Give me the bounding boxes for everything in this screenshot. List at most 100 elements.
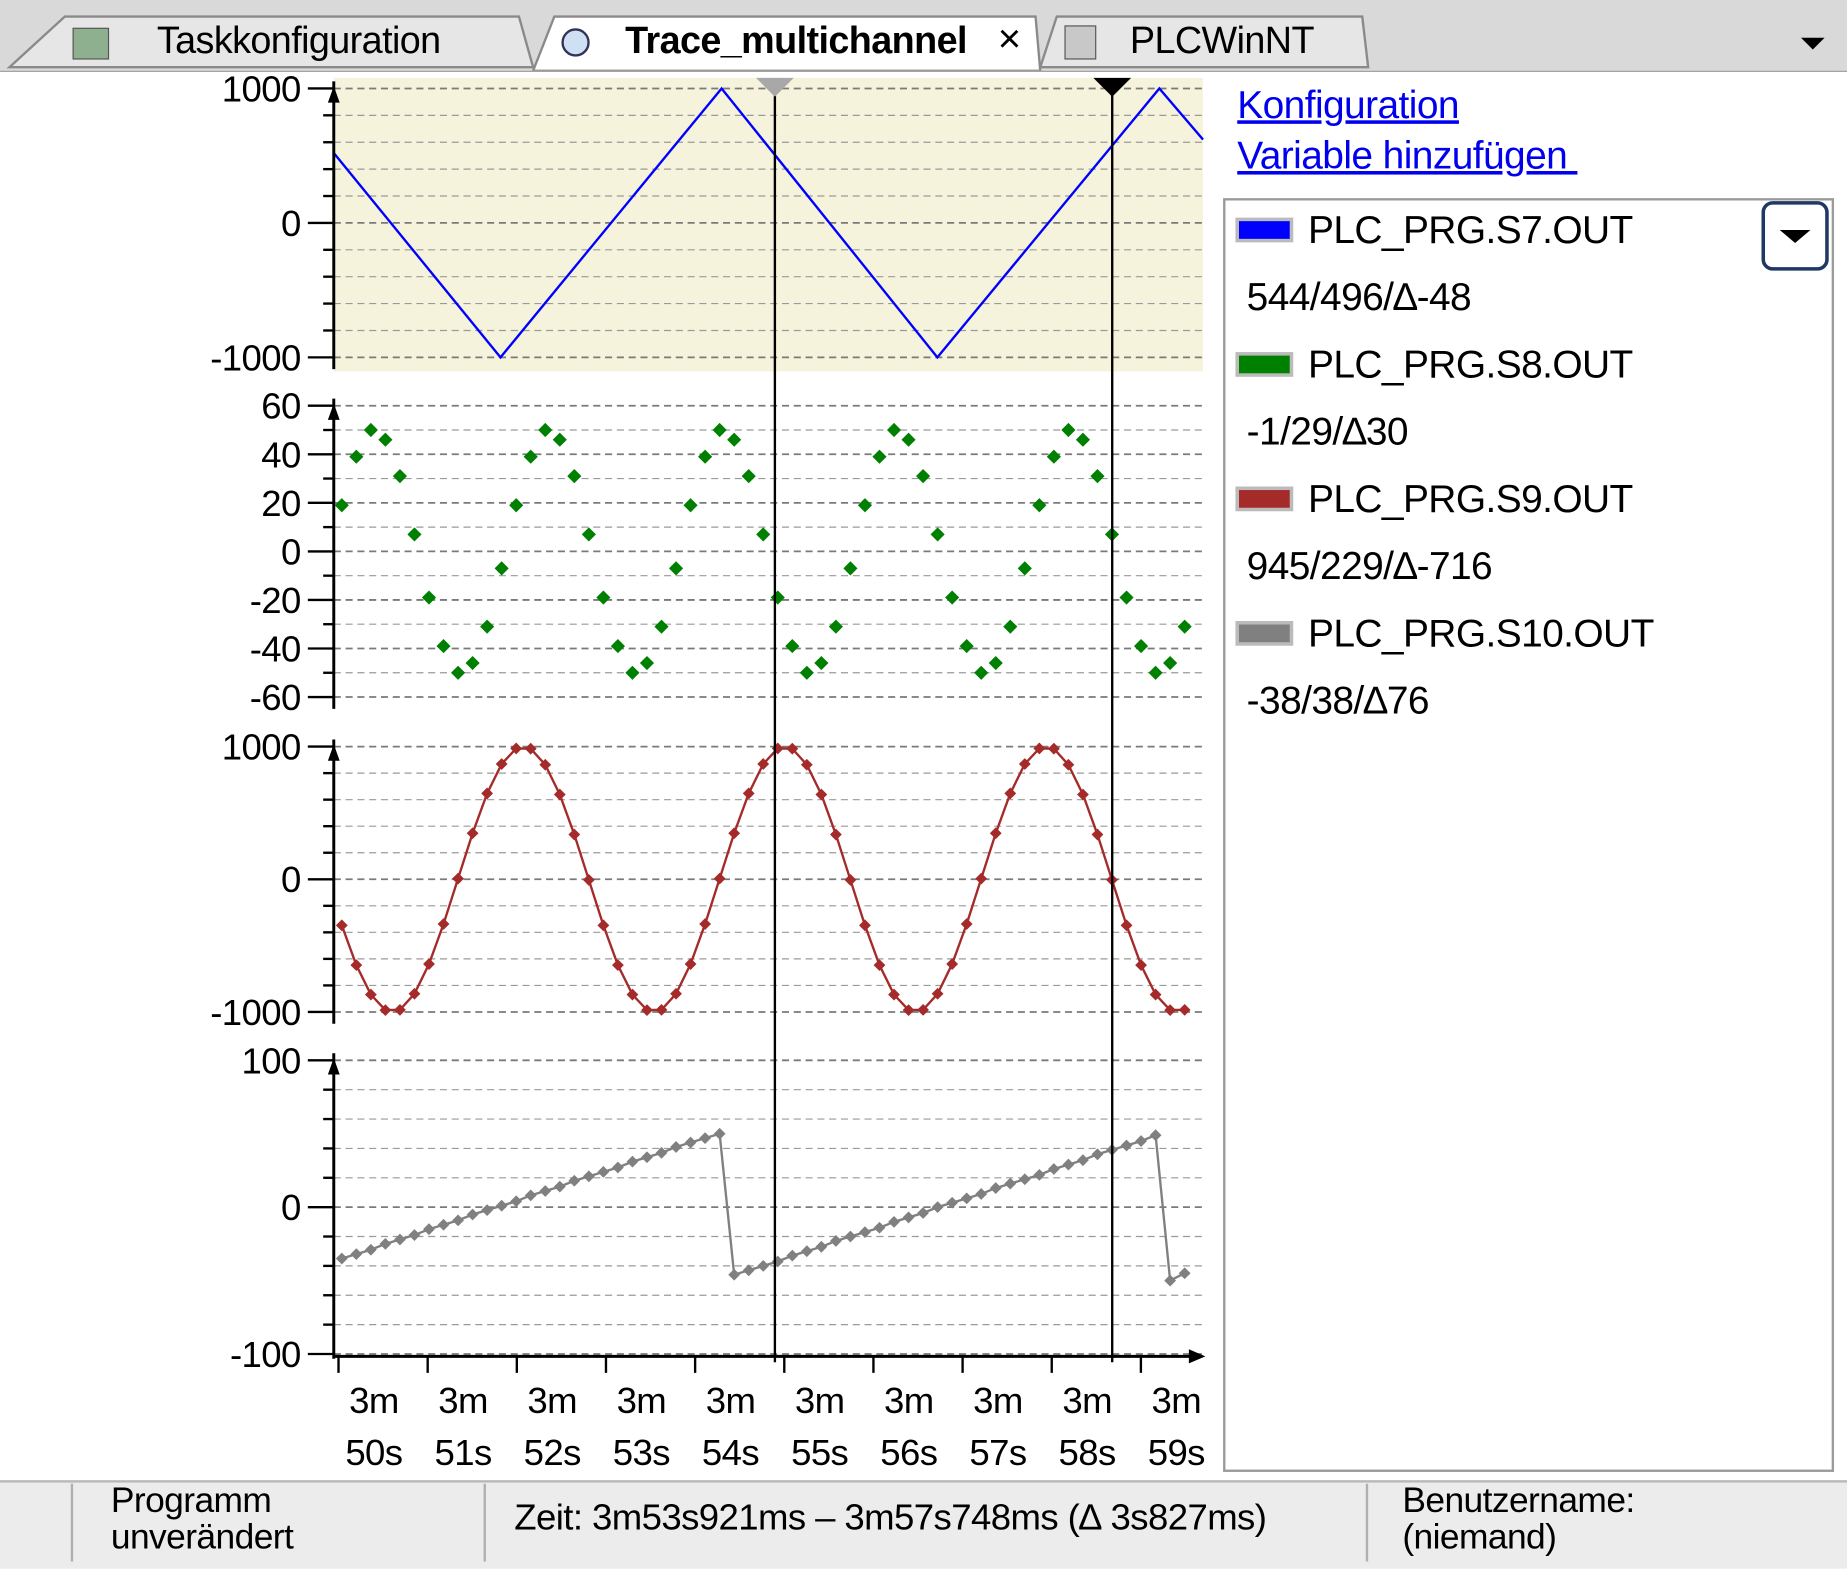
tab-shape bbox=[1038, 15, 1370, 69]
data-point bbox=[1178, 1267, 1191, 1280]
data-point bbox=[452, 1214, 464, 1227]
data-point bbox=[800, 758, 813, 771]
data-point bbox=[379, 1237, 392, 1250]
data-point bbox=[568, 1174, 581, 1187]
data-point bbox=[1119, 590, 1134, 605]
data-point bbox=[1018, 758, 1031, 770]
tab-shape bbox=[531, 15, 1042, 71]
data-point bbox=[742, 787, 755, 800]
data-point bbox=[480, 619, 495, 634]
data-point bbox=[436, 638, 451, 654]
tab[interactable]: Trace_multichannel bbox=[625, 18, 967, 62]
data-point bbox=[917, 1003, 929, 1016]
legend-swatch bbox=[1235, 486, 1294, 512]
y-tick-label: 0 bbox=[281, 859, 301, 900]
data-point bbox=[553, 788, 566, 801]
tab-dropdown[interactable] bbox=[1801, 37, 1825, 50]
tab-icon bbox=[1064, 25, 1097, 60]
data-point bbox=[741, 469, 756, 484]
data-point bbox=[408, 987, 421, 1000]
data-point bbox=[524, 1189, 537, 1202]
data-point bbox=[872, 449, 887, 464]
data-point bbox=[335, 919, 348, 932]
data-point bbox=[1075, 432, 1091, 447]
data-point bbox=[509, 498, 524, 513]
y-tick-label: 0 bbox=[281, 531, 301, 572]
data-point bbox=[974, 665, 989, 680]
status-user: Benutzername: (niemand) bbox=[1402, 1481, 1635, 1557]
data-point bbox=[553, 1180, 566, 1193]
data-point bbox=[423, 1223, 435, 1236]
data-point bbox=[524, 742, 537, 755]
x-tick-label: 3m 57s bbox=[969, 1380, 1026, 1473]
data-point bbox=[626, 1155, 639, 1168]
data-point bbox=[886, 422, 902, 438]
data-point bbox=[901, 432, 916, 447]
y-axis-arrow bbox=[327, 1057, 340, 1075]
data-point bbox=[1017, 561, 1032, 576]
tab[interactable]: Taskkonfiguration bbox=[156, 18, 441, 62]
cursor-handle[interactable] bbox=[1093, 77, 1132, 97]
tab-close[interactable]: × bbox=[997, 16, 1021, 62]
data-point bbox=[408, 1229, 421, 1241]
tab[interactable]: PLCWinNT bbox=[1129, 18, 1315, 62]
data-point bbox=[800, 1245, 813, 1258]
data-point bbox=[946, 958, 959, 970]
data-point bbox=[437, 918, 450, 930]
legend-dropdown-arrow bbox=[1779, 229, 1811, 243]
y-tick-label: 100 bbox=[242, 1040, 301, 1081]
data-point bbox=[394, 1233, 406, 1246]
data-point bbox=[814, 655, 829, 671]
data-point bbox=[641, 1151, 653, 1164]
data-point bbox=[843, 561, 858, 576]
data-point bbox=[626, 988, 639, 1001]
data-point bbox=[670, 1141, 682, 1153]
data-point bbox=[888, 1215, 900, 1228]
data-point bbox=[1003, 619, 1018, 634]
data-point bbox=[495, 758, 508, 770]
link[interactable]: Variable hinzufügen bbox=[1237, 133, 1578, 177]
data-point bbox=[959, 638, 974, 654]
data-point bbox=[1149, 988, 1162, 1001]
data-point bbox=[888, 988, 900, 1001]
y-tick-label: 20 bbox=[261, 483, 300, 524]
legend-swatch bbox=[1235, 620, 1294, 646]
data-point bbox=[495, 1199, 508, 1212]
data-point bbox=[450, 665, 466, 680]
data-point bbox=[481, 787, 494, 800]
data-point bbox=[975, 1188, 988, 1200]
y-tick-label: 1000 bbox=[222, 71, 301, 110]
data-point bbox=[1135, 1135, 1147, 1147]
tab-shapes bbox=[6, 15, 1825, 71]
data-point bbox=[902, 1004, 915, 1016]
legend-label: PLC_PRG.S9.OUT bbox=[1308, 478, 1633, 521]
data-point bbox=[698, 449, 713, 464]
x-tick-label: 3m 58s bbox=[1059, 1380, 1116, 1473]
x-tick-label: 3m 56s bbox=[880, 1380, 937, 1473]
x-tick-label: 3m 59s bbox=[1148, 1380, 1205, 1473]
data-point bbox=[757, 758, 770, 770]
data-point bbox=[931, 987, 944, 1000]
legend-label: PLC_PRG.S8.OUT bbox=[1308, 343, 1633, 386]
data-point bbox=[335, 1252, 348, 1265]
data-point bbox=[465, 655, 480, 671]
data-point bbox=[452, 872, 464, 885]
data-point bbox=[699, 918, 712, 930]
data-point bbox=[1135, 959, 1147, 972]
link[interactable]: Konfiguration bbox=[1237, 82, 1459, 127]
data-point bbox=[596, 590, 611, 605]
data-point bbox=[612, 959, 624, 972]
data-point bbox=[1061, 422, 1076, 438]
y-tick-label: 1000 bbox=[222, 727, 301, 768]
data-point bbox=[684, 958, 697, 970]
data-point bbox=[1090, 469, 1105, 484]
data-point bbox=[466, 1208, 479, 1221]
data-point bbox=[1062, 758, 1075, 771]
cursor-handle[interactable] bbox=[756, 77, 794, 97]
y-tick-label: -20 bbox=[250, 580, 301, 621]
data-point bbox=[481, 1204, 494, 1216]
data-point bbox=[757, 1259, 770, 1272]
y-tick-label: -60 bbox=[250, 677, 301, 718]
data-point bbox=[552, 432, 567, 447]
